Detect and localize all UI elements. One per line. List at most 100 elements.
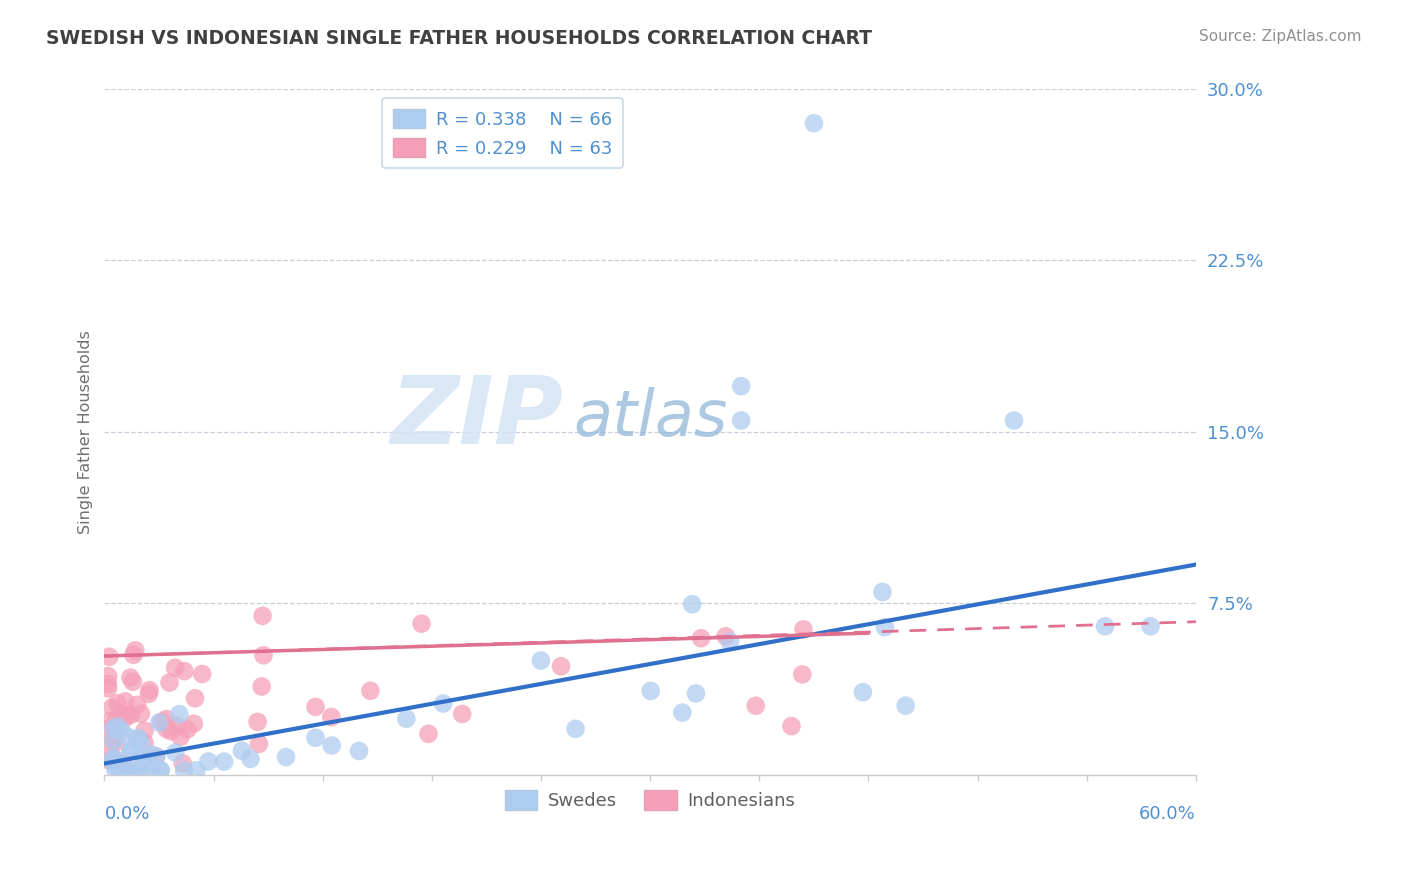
Point [115,729,138,743]
Point [107,764,129,778]
Point [169,730,191,744]
Point [176,723,198,737]
Point [103,752,125,766]
Point [681,597,703,611]
Point [103,756,125,770]
Point [239,752,262,766]
Point [112,756,135,771]
Point [131,750,153,764]
Point [156,722,179,736]
Point [97,677,120,691]
Point [165,746,187,760]
Point [212,755,235,769]
Point [105,713,128,727]
Point [321,739,343,753]
Point [134,736,156,750]
Point [114,711,136,725]
Point [107,719,129,733]
Point [101,752,124,766]
Point [101,700,124,714]
Text: 0.0%: 0.0% [104,805,150,823]
Point [145,750,167,764]
Point [745,698,768,713]
Point [110,706,132,720]
Point [197,755,219,769]
Point [792,667,814,681]
Point [97,669,120,683]
Point [395,712,418,726]
Point [127,731,149,745]
Text: SWEDISH VS INDONESIAN SINGLE FATHER HOUSEHOLDS CORRELATION CHART: SWEDISH VS INDONESIAN SINGLE FATHER HOUS… [46,29,872,47]
Point [103,721,125,735]
Point [98,754,121,768]
Point [873,620,896,634]
Point [120,671,142,685]
Point [247,737,270,751]
Point [359,683,381,698]
Point [138,683,160,698]
Point [685,686,707,700]
Point [131,764,153,778]
Point [347,744,370,758]
Point [252,648,274,663]
Point [159,675,181,690]
Point [114,694,136,708]
Point [803,116,825,130]
Point [872,585,894,599]
Point [714,629,737,643]
Point [550,659,572,673]
Point [155,712,177,726]
Point [564,722,586,736]
Text: ZIP: ZIP [389,372,562,464]
Point [530,654,553,668]
Point [122,674,145,689]
Point [184,691,207,706]
Point [103,733,125,747]
Point [134,723,156,738]
Point [250,680,273,694]
Point [97,722,120,736]
Point [129,706,152,721]
Point [139,764,162,778]
Point [304,731,326,745]
Point [166,719,188,733]
Point [122,648,145,662]
Point [150,714,173,729]
Point [125,698,148,712]
Point [139,747,162,762]
Point [321,710,343,724]
Point [690,631,713,645]
Point [103,751,125,765]
Point [132,755,155,769]
Point [160,724,183,739]
Point [730,413,752,427]
Point [110,764,132,778]
Point [191,667,214,681]
Point [97,681,120,696]
Point [246,714,269,729]
Point [780,719,803,733]
Point [1139,619,1161,633]
Point [103,731,125,745]
Point [104,763,127,777]
Point [231,744,253,758]
Point [120,744,142,758]
Y-axis label: Single Father Households: Single Father Households [79,330,93,533]
Point [730,379,752,393]
Point [127,732,149,747]
Point [115,707,138,722]
Point [183,716,205,731]
Point [124,643,146,657]
Point [172,756,194,771]
Point [98,649,121,664]
Point [117,764,139,778]
Point [125,764,148,778]
Text: 60.0%: 60.0% [1139,805,1197,823]
Point [432,697,454,711]
Point [640,684,662,698]
Point [173,764,195,778]
Point [792,623,814,637]
Point [169,707,191,722]
Point [148,715,170,730]
Point [173,664,195,678]
